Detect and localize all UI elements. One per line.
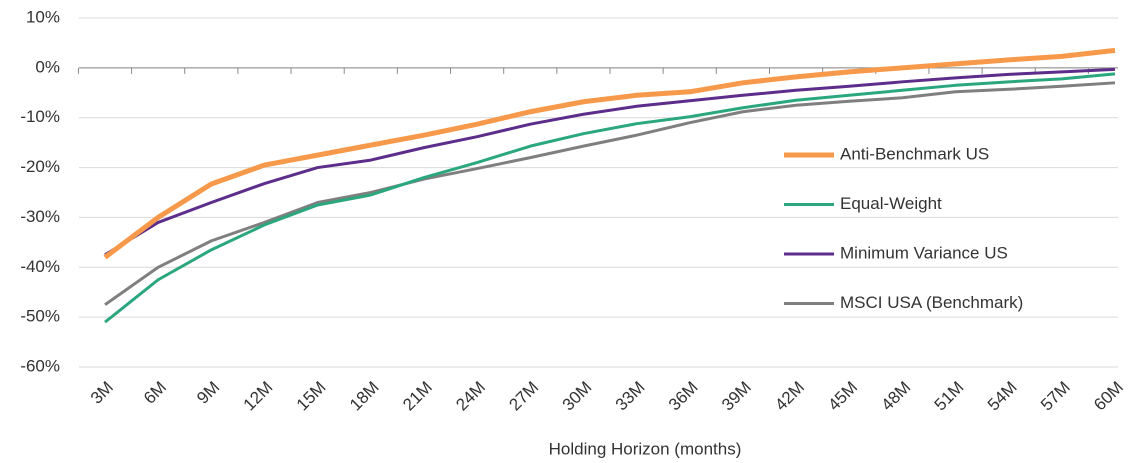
x-tick-label: 36M: [665, 378, 702, 415]
x-tick-label: 60M: [1090, 378, 1127, 415]
x-tick-label: 9M: [193, 378, 223, 408]
y-tick-label: -20%: [20, 157, 60, 176]
y-tick-label: -10%: [20, 107, 60, 126]
x-tick-label: 24M: [452, 378, 489, 415]
x-tick-label: 39M: [718, 378, 755, 415]
x-tick-label: 6M: [140, 378, 170, 408]
y-tick-label: 10%: [26, 7, 60, 26]
x-tick-label: 15M: [293, 378, 330, 415]
series-line: [104, 67, 1116, 257]
y-tick-label: 0%: [35, 57, 60, 76]
x-tick-label: 54M: [984, 378, 1021, 415]
x-tick-label: 18M: [346, 378, 383, 415]
y-tick-label: -40%: [20, 257, 60, 276]
x-tick-label: 30M: [559, 378, 596, 415]
x-tick-label: 45M: [824, 378, 861, 415]
y-tick-label: -60%: [20, 356, 60, 375]
series-line: [104, 72, 1116, 324]
legend-label: MSCI USA (Benchmark): [840, 293, 1023, 312]
legend-label: Equal-Weight: [840, 194, 942, 213]
x-tick-label: 27M: [505, 378, 542, 415]
legend-label: Minimum Variance US: [840, 243, 1008, 262]
y-tick-label: -30%: [20, 207, 60, 226]
x-tick-label: 21M: [399, 378, 436, 415]
x-tick-label: 57M: [1037, 378, 1074, 415]
x-axis-label: Holding Horizon (months): [549, 439, 742, 458]
y-tick-label: -50%: [20, 307, 60, 326]
series-line: [103, 47, 1116, 260]
x-tick-label: 42M: [771, 378, 808, 415]
x-tick-label: 33M: [612, 378, 649, 415]
x-tick-label: 51M: [931, 378, 968, 415]
series-line: [104, 81, 1116, 306]
x-tick-label: 12M: [240, 378, 277, 415]
legend-label: Anti-Benchmark US: [840, 144, 989, 163]
x-tick-label: 48M: [878, 378, 915, 415]
x-tick-label: 3M: [87, 378, 117, 408]
